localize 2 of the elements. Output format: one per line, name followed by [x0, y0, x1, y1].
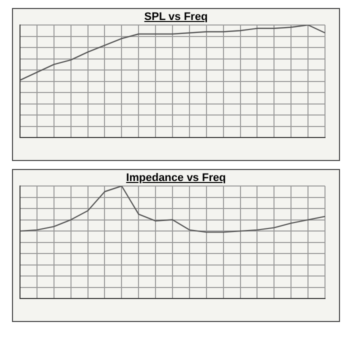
chart-title: Impedance vs Freq: [125, 172, 227, 184]
chart-title: SPL vs Freq: [143, 11, 209, 23]
